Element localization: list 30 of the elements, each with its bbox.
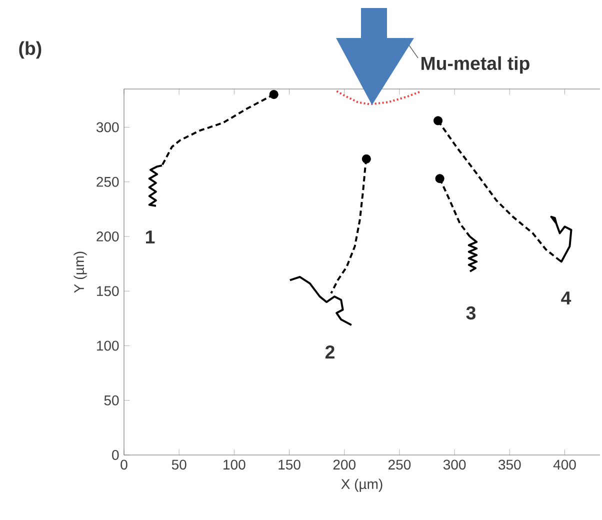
- annotation: 2: [325, 345, 334, 359]
- y-tick-label: 150: [97, 286, 119, 296]
- line-series: [336, 90, 423, 106]
- annotation: 1: [146, 230, 155, 244]
- x-tick-label: 200: [333, 460, 356, 470]
- annotation: 4: [561, 292, 572, 304]
- line-series: [288, 276, 352, 326]
- x-tick-label: 0: [120, 460, 128, 470]
- x-tick-label: 400: [553, 460, 576, 470]
- y-tick-label: 50: [104, 395, 119, 406]
- y-tick-label: 200: [96, 232, 119, 242]
- point: [269, 90, 278, 99]
- x-tick-label: 50: [172, 460, 186, 470]
- x-tick-label: 350: [498, 460, 521, 470]
- text: (b): [19, 41, 42, 59]
- x-axis-title: X (µm): [341, 478, 382, 492]
- x-tick-label: 300: [443, 460, 466, 470]
- point: [362, 154, 371, 164]
- x-tick-label: 250: [388, 460, 411, 470]
- y-tick-label: 0: [112, 450, 119, 460]
- x-tick-label: 150: [278, 460, 300, 470]
- point: [435, 174, 444, 184]
- y-tick-label: 250: [96, 176, 119, 187]
- point: [433, 116, 443, 126]
- y-axis-title: Y (µm): [74, 252, 87, 293]
- x-tick-label: 100: [224, 460, 246, 470]
- y-tick-label: 100: [97, 340, 119, 351]
- annotation: 3: [466, 306, 476, 320]
- y-tick-label: 300: [96, 122, 119, 132]
- text: Mu-metal tip: [422, 56, 530, 74]
